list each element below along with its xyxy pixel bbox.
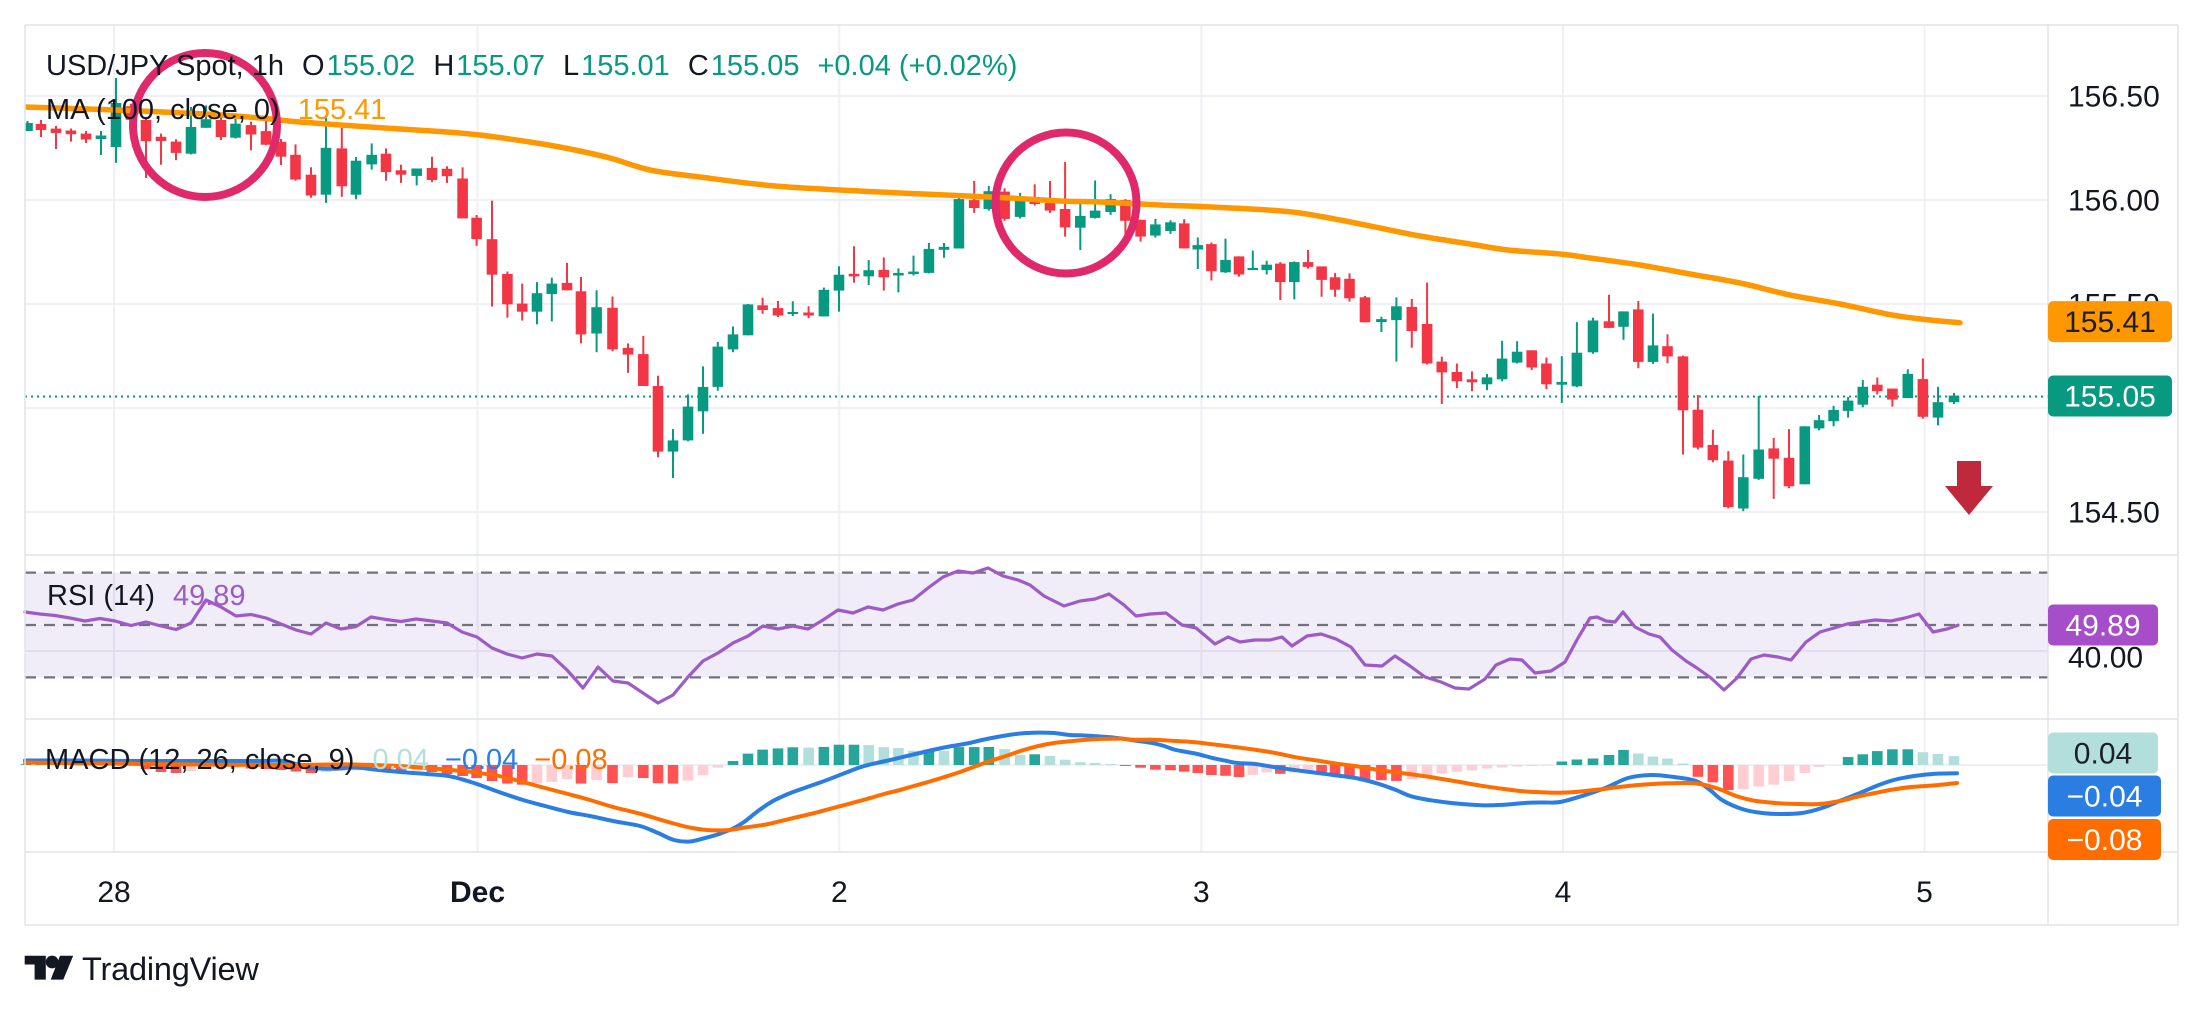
svg-text:TradingView: TradingView [82, 951, 259, 987]
svg-text:MA (100, close, 0)155.41: MA (100, close, 0) 155.41 [46, 94, 386, 126]
svg-text:154.50: 154.50 [2068, 497, 2160, 530]
svg-text:RSI (14)49.89: RSI (14) 49.89 [47, 580, 246, 612]
svg-text:0.04: 0.04 [2074, 738, 2132, 771]
svg-text:−0.08: −0.08 [2067, 824, 2143, 857]
svg-text:2: 2 [831, 876, 848, 909]
svg-text:−0.04: −0.04 [2067, 781, 2143, 814]
svg-text:3: 3 [1193, 876, 1210, 909]
svg-text:49.89: 49.89 [2065, 610, 2140, 643]
svg-text:156.50: 156.50 [2068, 81, 2160, 114]
svg-text:5: 5 [1916, 876, 1933, 909]
svg-text:155.05: 155.05 [2064, 381, 2156, 414]
svg-text:155.41: 155.41 [2064, 306, 2156, 339]
svg-text:40.00: 40.00 [2068, 642, 2143, 675]
svg-text:156.00: 156.00 [2068, 185, 2160, 218]
svg-text:MACD (12, 26, close, 9)0.04−0.: MACD (12, 26, close, 9) 0.04 −0.04 −0.08 [45, 744, 608, 776]
svg-text:28: 28 [97, 876, 130, 909]
svg-text:4: 4 [1555, 876, 1572, 909]
svg-text:Dec: Dec [450, 876, 505, 909]
